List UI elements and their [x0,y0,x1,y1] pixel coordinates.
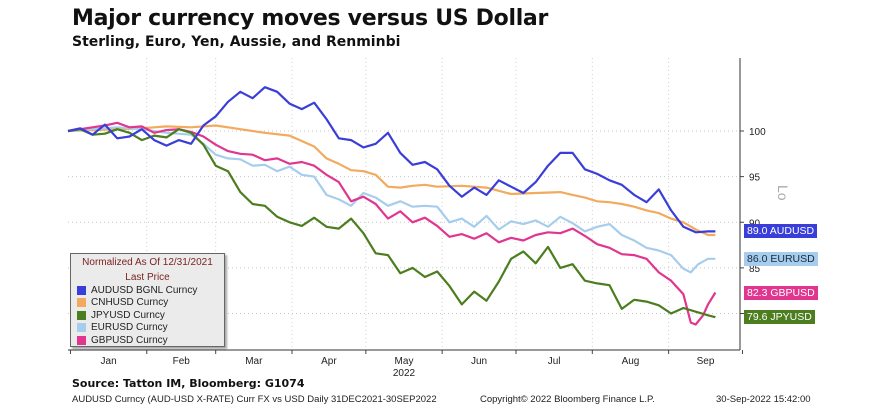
x-year-label: 2022 [393,368,416,379]
legend-item: EURUSD Curncy [71,322,224,335]
legend-label: JPYUSD Curncy [91,309,165,321]
last-price-tag: 82.3 GBPUSD [744,285,818,300]
x-tick-label: Jul [548,356,561,367]
legend-label: CNHUSD Curncy [91,297,169,309]
x-tick-label: Mar [245,356,263,367]
y-tick-label: 90 [749,218,761,229]
x-tick-label: Aug [622,356,640,367]
chart-legend: Normalized As Of 12/31/2021 Last Price A… [70,253,225,347]
x-tick-label: Jun [471,356,487,367]
source-note: Source: Tatton IM, Bloomberg: G1074 [72,377,305,390]
y-tick-label: 85 [749,264,761,275]
legend-item: JPYUSD Curncy [71,309,224,322]
legend-item: AUDUSD BGNL Curncy [71,284,224,297]
x-tick-label: Jan [101,356,117,367]
legend-heading-line1: Normalized As Of 12/31/2021 [82,257,213,268]
footer-security-info: AUDUSD Curncy (AUD-USD X-RATE) Curr FX v… [72,394,437,405]
last-price-tag: 79.6 JPYUSD [744,310,815,325]
y-tick-label: 95 [749,173,761,184]
chart-subtitle: Sterling, Euro, Yen, Aussie, and Renminb… [72,34,401,50]
x-tick-label: Feb [173,356,191,367]
series-line-3 [67,128,716,319]
y-tick-label: 100 [749,127,766,138]
legend-swatch [77,298,86,308]
legend-heading-line2: Last Price [125,272,170,283]
x-tick-label: Sep [697,356,715,367]
last-price-tag: 86.0 EURUSD [744,251,818,266]
legend-swatch [77,323,86,333]
series-line-2 [67,124,716,237]
legend-label: AUDUSD BGNL Curncy [91,284,198,296]
legend-swatch [77,335,86,345]
legend-label: EURUSD Curncy [91,322,168,334]
legend-item: CNHUSD Curncy [71,297,224,310]
legend-item: GBPUSD Curncy [71,334,224,347]
legend-label: GBPUSD Curncy [91,334,168,346]
series-line-4 [67,126,716,274]
x-tick-label: May [395,356,414,367]
x-tick-label: Apr [321,356,337,367]
last-price-tag: 89.0 AUDUSD [744,224,818,239]
edge-label: Lo [775,185,791,201]
chart-title: Major currency moves versus US Dollar [72,6,549,31]
footer-copyright: Copyright© 2022 Bloomberg Finance L.P. [480,394,655,405]
footer-timestamp: 30-Sep-2022 15:42:00 [716,394,811,405]
series-line-1 [67,86,716,234]
legend-swatch [77,285,86,295]
legend-swatch [77,310,86,320]
